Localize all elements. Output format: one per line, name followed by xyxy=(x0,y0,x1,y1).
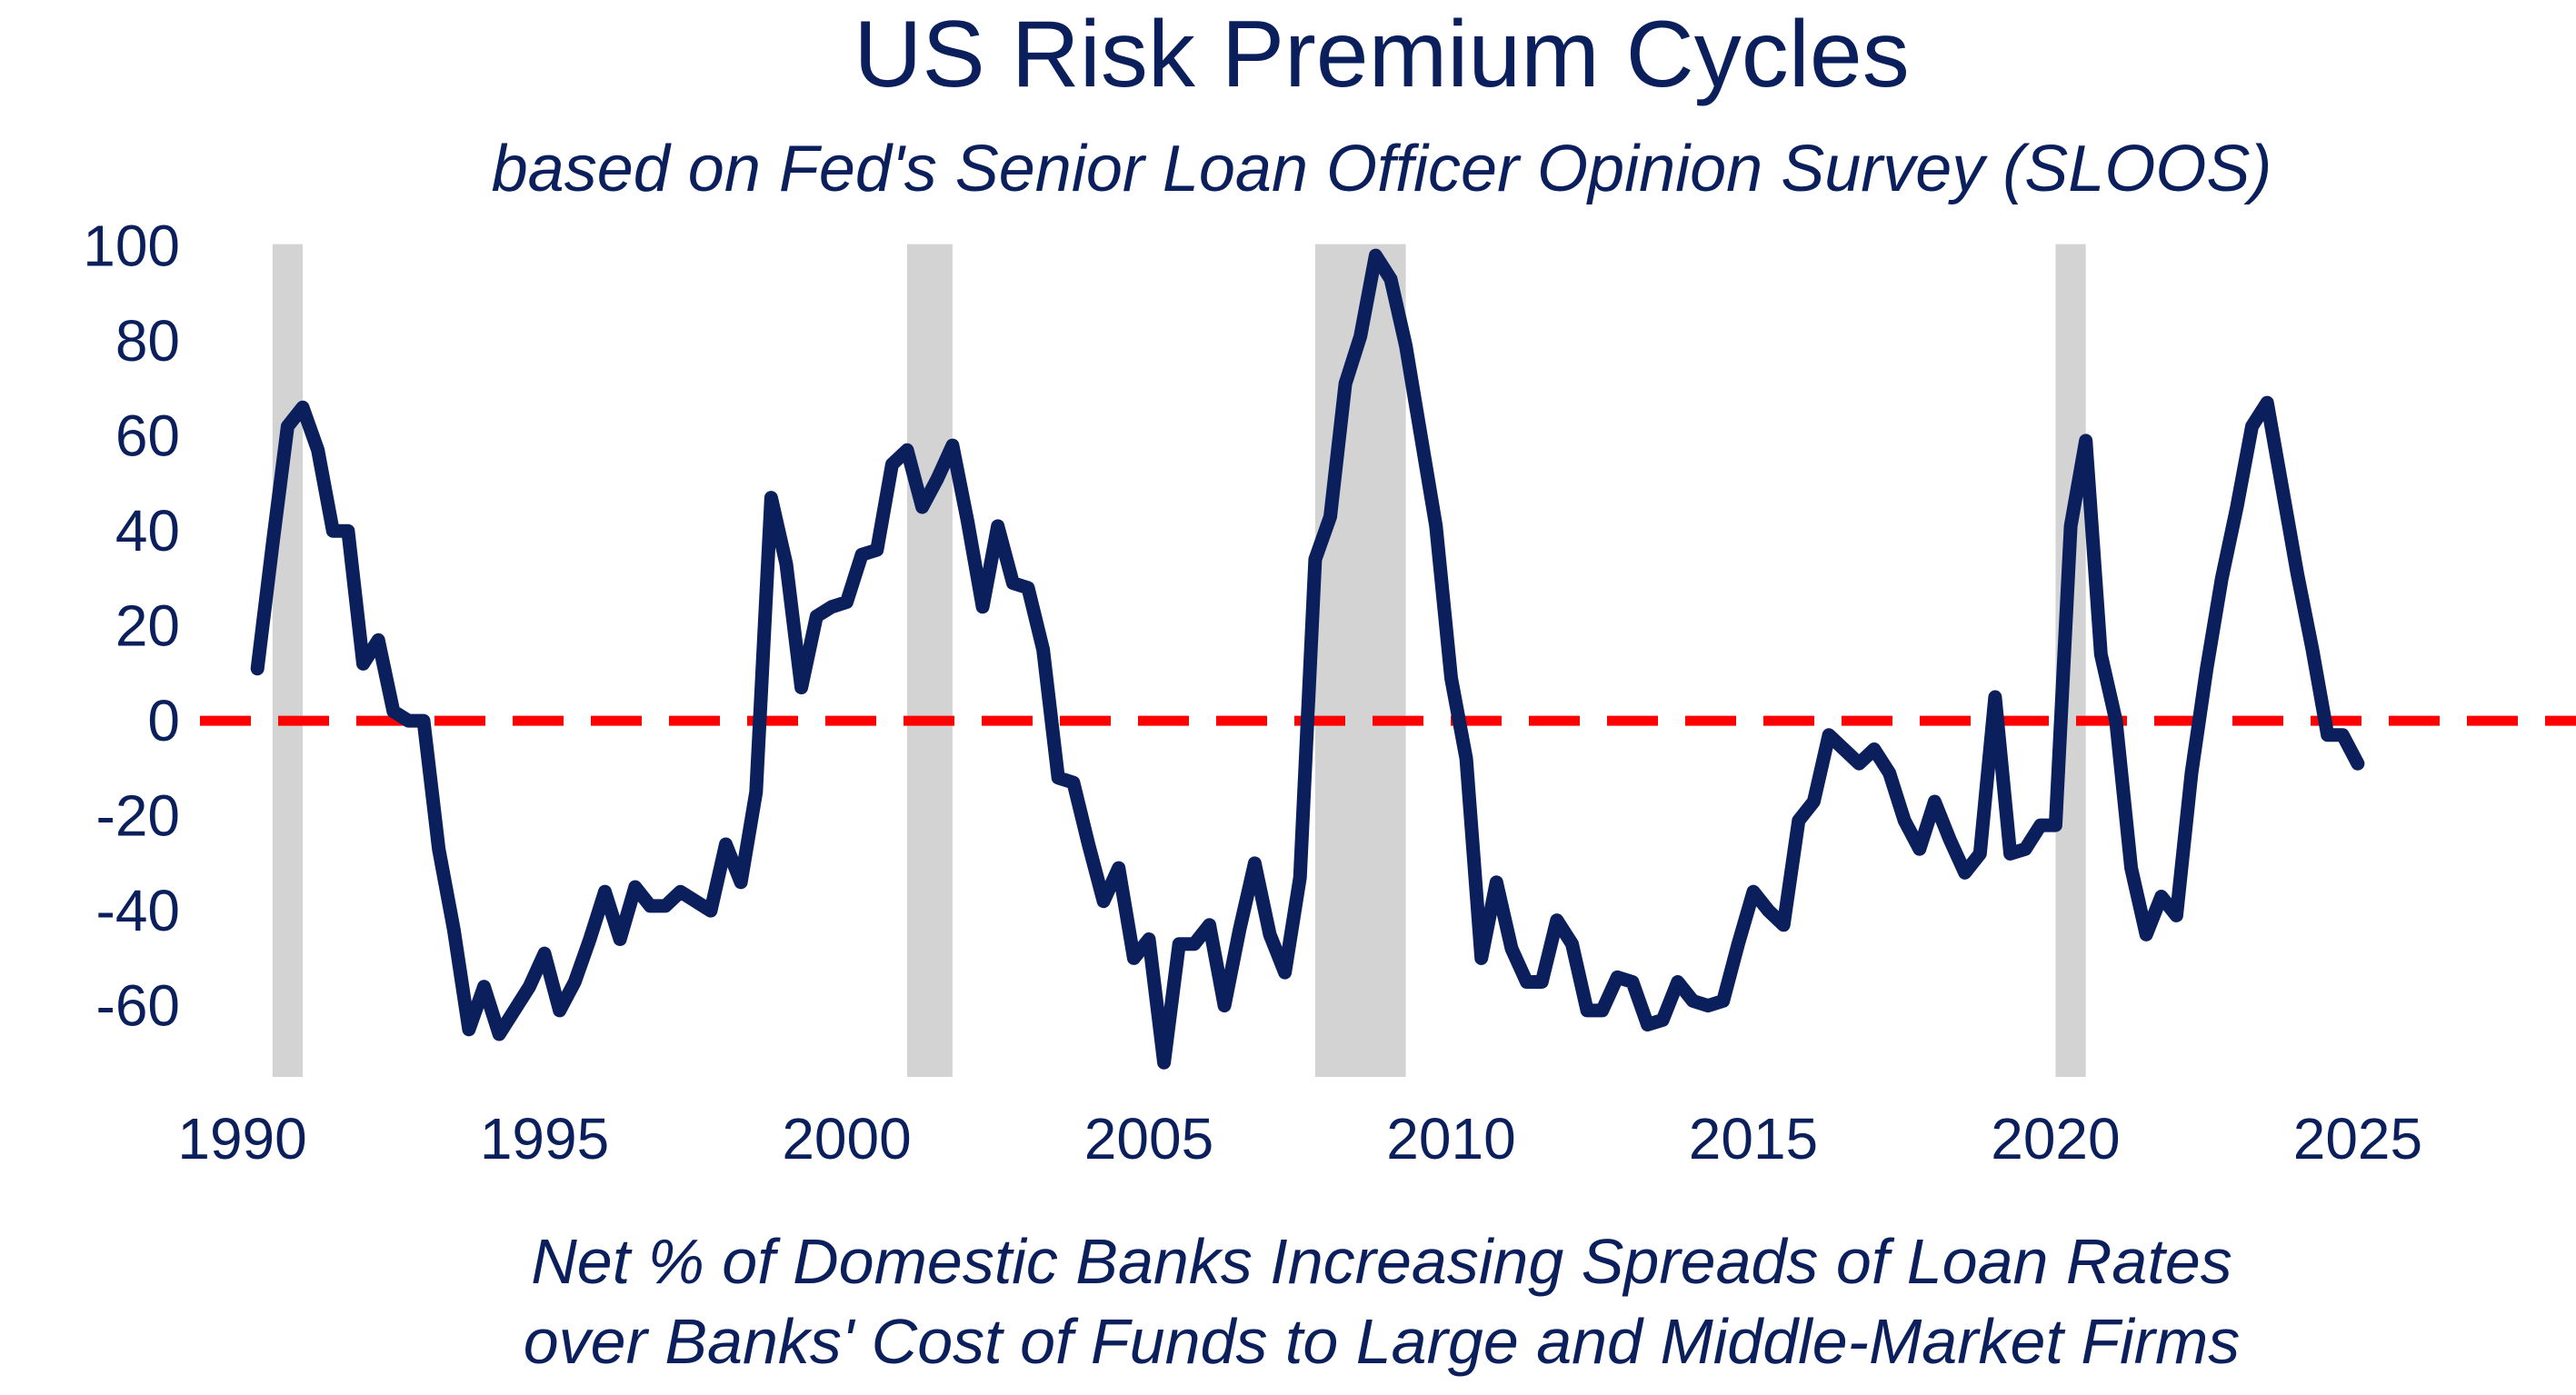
y-tick-label: 20 xyxy=(115,593,180,659)
y-tick-label: 0 xyxy=(147,688,180,753)
x-tick-label: 1995 xyxy=(480,1106,609,1171)
y-tick-label: -20 xyxy=(96,783,181,849)
x-axis-tick-labels: 1990 1995 2000 2005 2010 2015 2020 2025 xyxy=(177,1106,2422,1171)
x-tick-label: 1990 xyxy=(177,1106,306,1171)
recession-band-1 xyxy=(272,244,304,1077)
x-tick-label: 2000 xyxy=(782,1106,911,1171)
chart-title: US Risk Premium Cycles xyxy=(854,2,1909,107)
y-tick-label: 60 xyxy=(115,404,180,469)
y-tick-label: 100 xyxy=(83,214,180,279)
x-tick-label: 2020 xyxy=(1991,1106,2120,1171)
y-tick-label: -60 xyxy=(96,973,181,1039)
x-tick-label: 2010 xyxy=(1386,1106,1515,1171)
x-axis-label-line-1: Net % of Domestic Banks Increasing Sprea… xyxy=(531,1226,2232,1297)
x-tick-label: 2015 xyxy=(1689,1106,1818,1171)
x-tick-label: 2025 xyxy=(2293,1106,2422,1171)
y-tick-label: 40 xyxy=(115,498,180,563)
x-tick-label: 2005 xyxy=(1084,1106,1213,1171)
y-axis-tick-labels: -60 -40 -20 0 20 40 60 80 100 xyxy=(83,214,180,1039)
recession-band-3 xyxy=(1314,244,1406,1077)
x-axis-label-line-2: over Banks' Cost of Funds to Large and M… xyxy=(524,1306,2241,1377)
series-line xyxy=(250,248,2365,1070)
y-tick-label: 80 xyxy=(115,308,180,374)
recession-band-2 xyxy=(907,244,953,1077)
y-tick-label: -40 xyxy=(96,878,181,943)
chart-subtitle: based on Fed's Senior Loan Officer Opini… xyxy=(492,133,2272,205)
